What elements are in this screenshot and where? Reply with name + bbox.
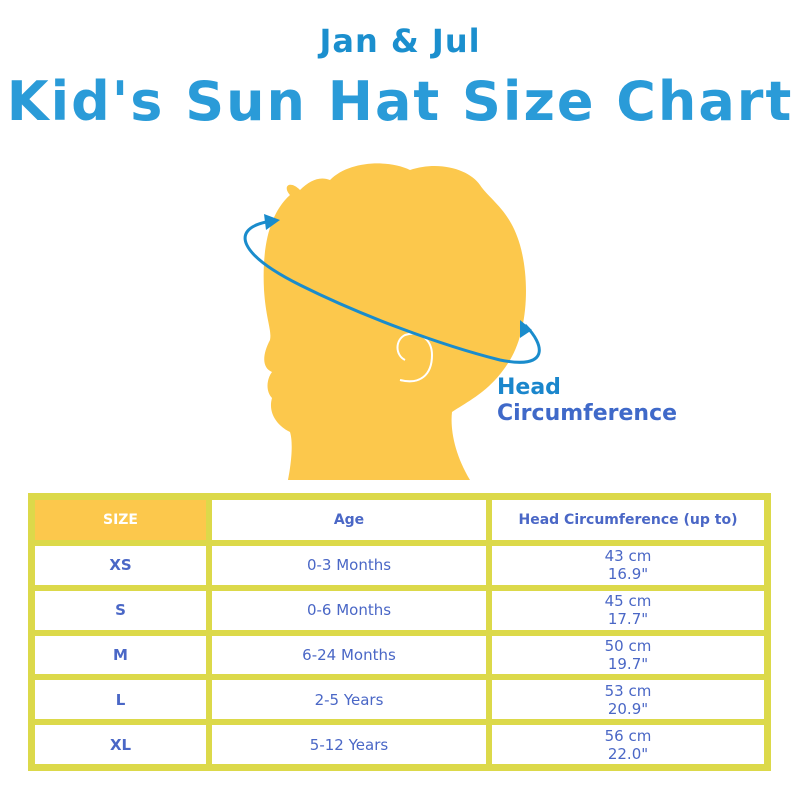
inch-value: 17.7" <box>607 610 649 629</box>
circumference-cell: 43 cm 16.9" <box>489 543 767 588</box>
table-row: S 0-6 Months 45 cm 17.7" <box>32 587 767 633</box>
header-size: SIZE <box>32 497 209 543</box>
circumference-cell: 50 cm 19.7" <box>489 632 767 678</box>
circumference-cell: 56 cm 22.0" <box>489 722 767 767</box>
age-cell: 2-5 Years <box>209 677 489 723</box>
circumference-cell: 45 cm 17.7" <box>489 587 767 633</box>
child-head-silhouette <box>263 163 526 480</box>
size-cell: L <box>32 677 209 723</box>
size-table: SIZE Age Head Circumference (up to) XS 0… <box>28 493 771 771</box>
circumference-cell: 53 cm 20.9" <box>489 677 767 723</box>
table-row: XS 0-3 Months 43 cm 16.9" <box>32 543 767 588</box>
table-row: XL 5-12 Years 56 cm 22.0" <box>32 722 767 767</box>
head-illustration <box>243 163 541 480</box>
age-cell: 0-6 Months <box>209 587 489 633</box>
cm-value: 53 cm <box>604 681 652 700</box>
brand-name: Jan & Jul <box>319 22 481 60</box>
size-cell: S <box>32 587 209 633</box>
table-header-row: SIZE Age Head Circumference (up to) <box>32 497 767 543</box>
age-cell: 0-3 Months <box>209 543 489 588</box>
cm-value: 43 cm <box>604 547 652 566</box>
age-cell: 5-12 Years <box>209 722 489 767</box>
size-cell: XS <box>32 543 209 588</box>
page-title: Kid's Sun Hat Size Chart <box>6 70 794 133</box>
arrow-head-icon <box>264 214 280 230</box>
inch-value: 16.9" <box>607 565 649 584</box>
circumference-ellipse-arrow <box>243 220 541 364</box>
table-row: L 2-5 Years 53 cm 20.9" <box>32 677 767 723</box>
label-head: Head <box>497 375 561 400</box>
size-cell: M <box>32 632 209 678</box>
inch-value: 20.9" <box>607 699 649 718</box>
table-row: M 6-24 Months 50 cm 19.7" <box>32 632 767 678</box>
cm-value: 50 cm <box>604 636 652 655</box>
cm-value: 56 cm <box>604 726 652 745</box>
inch-value: 22.0" <box>607 744 649 763</box>
label-circumference: Circumference <box>497 401 678 426</box>
age-cell: 6-24 Months <box>209 632 489 678</box>
header-head-circumference: Head Circumference (up to) <box>489 497 767 543</box>
size-cell: XL <box>32 722 209 767</box>
arrow-head-icon <box>520 320 532 338</box>
inch-value: 19.7" <box>607 654 649 673</box>
header-age: Age <box>209 497 489 543</box>
cm-value: 45 cm <box>604 592 652 611</box>
